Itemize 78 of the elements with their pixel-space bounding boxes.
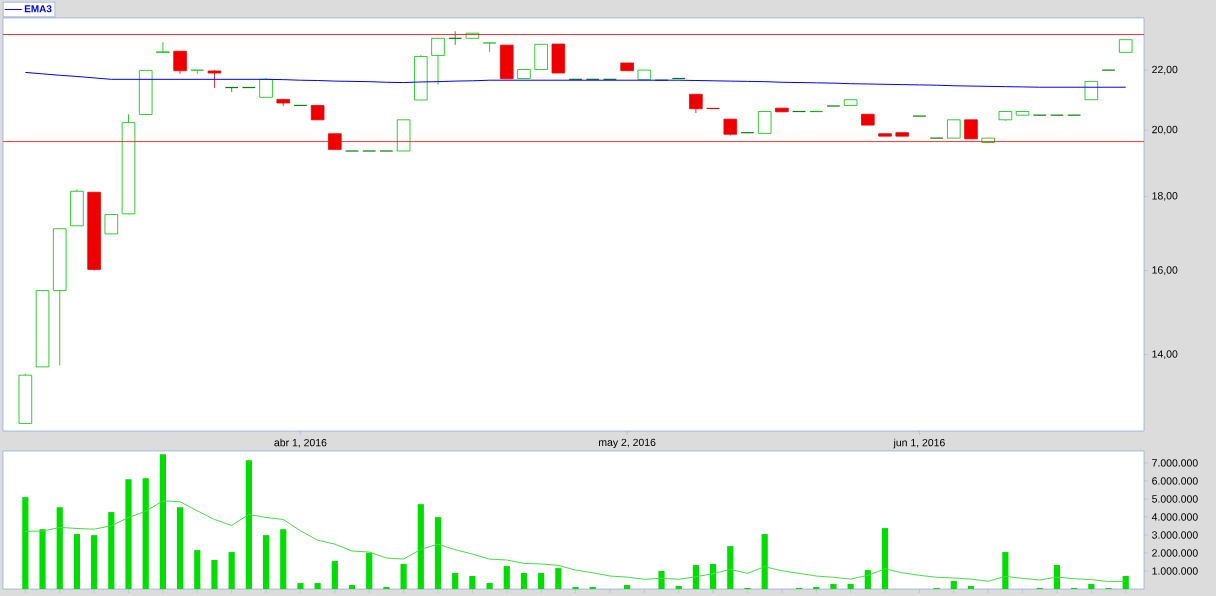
- bar: [417, 504, 424, 589]
- x-tick-label: jun 1, 2016: [893, 438, 945, 449]
- bar: [847, 583, 854, 589]
- line-series: [24, 500, 1127, 583]
- candlestick: [207, 69, 222, 89]
- bar: [709, 563, 717, 589]
- bar: [864, 570, 871, 589]
- bar: [1122, 576, 1129, 589]
- bar: [1088, 583, 1095, 589]
- bar: [177, 507, 184, 589]
- candlestick: [1084, 80, 1099, 101]
- candlestick: [173, 50, 187, 75]
- y-tick-label: 22,00: [1152, 65, 1178, 75]
- bar: [108, 512, 115, 589]
- bar: [280, 529, 287, 589]
- bar: [830, 583, 837, 589]
- y-tick-label: 6.000.000: [1152, 477, 1198, 485]
- y-tick-label: 18,00: [1152, 192, 1178, 201]
- candlestick: [190, 69, 205, 75]
- bar: [194, 550, 201, 589]
- y-tick-label: 14,00: [1152, 350, 1178, 359]
- y-tick-label: 16,00: [1152, 266, 1178, 275]
- x-tick-label: abr 1, 2016: [274, 438, 327, 448]
- y-tick-label: 20,00: [1152, 125, 1178, 135]
- y-tick-label: 5.000.000: [1152, 495, 1198, 503]
- y-tick-label: 7.000.000: [1152, 459, 1198, 467]
- y-tick-label: 3.000.000: [1152, 531, 1198, 539]
- bar: [39, 529, 46, 589]
- bar: [262, 535, 270, 589]
- bar: [1053, 565, 1061, 589]
- bar: [727, 546, 734, 589]
- bar: [211, 560, 218, 589]
- bar: [692, 565, 699, 589]
- y-tick-label: 4.000.000: [1151, 513, 1198, 521]
- bar: [675, 585, 682, 589]
- bar: [314, 583, 321, 589]
- candlestick: [964, 119, 978, 140]
- bar: [91, 535, 98, 589]
- bar: [159, 454, 166, 589]
- bar: [486, 583, 493, 589]
- bar: [967, 585, 975, 589]
- bar: [555, 568, 562, 589]
- bar: [520, 572, 528, 589]
- candlestick: [689, 93, 703, 114]
- bar: [245, 460, 252, 589]
- bar: [228, 552, 235, 589]
- bar: [56, 507, 63, 589]
- candlestick: [156, 41, 170, 54]
- bar: [366, 552, 373, 589]
- bar: [22, 497, 29, 589]
- bar: [950, 581, 957, 589]
- y-tick-label: 1.000.000: [1152, 567, 1198, 575]
- bar: [142, 478, 149, 589]
- y-tick-label: 2.000.000: [1152, 549, 1198, 557]
- candlestick: [482, 42, 497, 53]
- candlestick: [947, 119, 961, 139]
- candlestick: [259, 77, 273, 98]
- bar: [1002, 552, 1009, 589]
- bar: [624, 585, 631, 589]
- bar: [297, 583, 304, 589]
- bar: [73, 534, 81, 589]
- candlestick: [431, 37, 445, 85]
- bar: [348, 585, 356, 589]
- candlestick: [757, 111, 772, 134]
- bar: [538, 572, 545, 589]
- bar: [400, 563, 407, 589]
- x-tick-label: may 2, 2016: [599, 438, 656, 449]
- bar: [434, 517, 442, 589]
- bar: [452, 572, 459, 589]
- bar: [469, 576, 476, 589]
- candlestick: [104, 214, 119, 235]
- bar: [331, 561, 338, 589]
- bar: [658, 570, 665, 589]
- bar: [881, 528, 889, 589]
- legend-label: EMA3: [24, 5, 52, 13]
- bar: [761, 534, 768, 589]
- bar: [503, 566, 510, 589]
- bar: [125, 479, 132, 589]
